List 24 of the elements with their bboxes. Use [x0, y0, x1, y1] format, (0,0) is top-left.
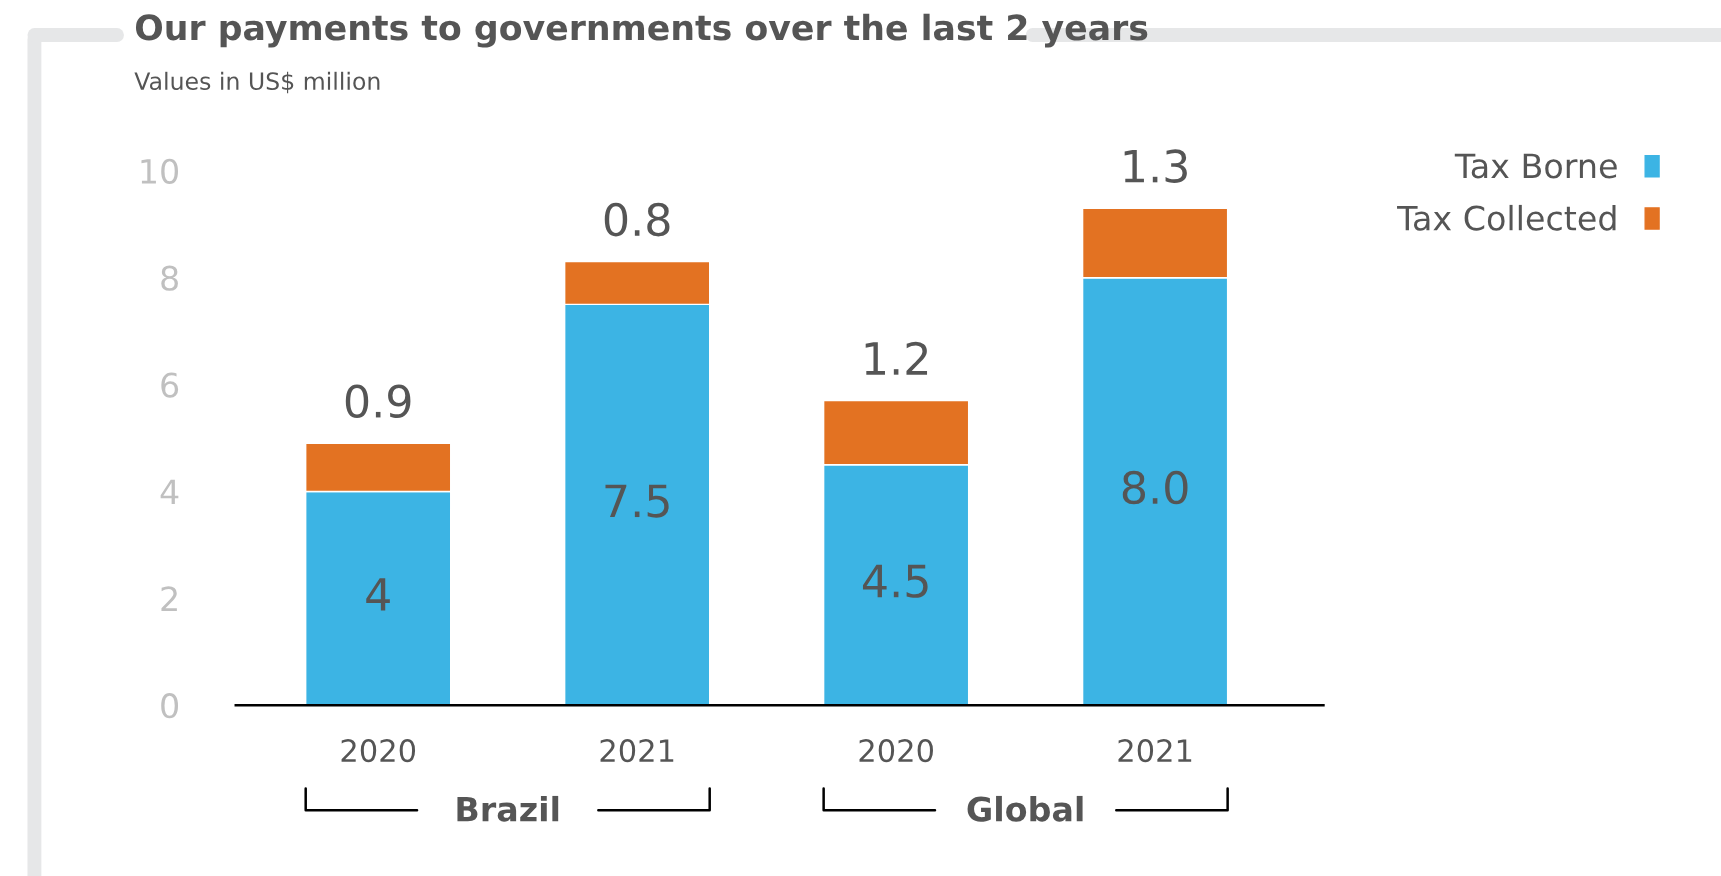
chart-title: Our payments to governments over the last 2 years [135, 13, 1148, 48]
legend-label: Tax Collected [1397, 204, 1616, 231]
x-tick-label: 2020 [341, 739, 416, 763]
data-label: 4 [366, 578, 390, 611]
data-label: 8.0 [1122, 470, 1188, 505]
x-tick-label: 2020 [859, 739, 933, 763]
y-tick-label: 6 [161, 372, 179, 398]
data-label: 0.9 [345, 384, 411, 419]
data-label: 7.5 [605, 484, 669, 518]
data-label: 1.3 [1124, 149, 1187, 183]
y-tick-label: 2 [161, 586, 177, 611]
chart-subtitle: Values in US$ million [134, 71, 380, 94]
data-label: 0.8 [604, 202, 670, 237]
y-tick-label: 10 [141, 158, 179, 184]
y-tick-label: 0 [161, 693, 179, 719]
x-tick-label: 2021 [1118, 739, 1192, 763]
y-tick-label: 8 [161, 265, 178, 291]
legend-label: Tax Borne [1454, 153, 1617, 179]
y-tick-label: 4 [160, 479, 179, 505]
text: Global [967, 795, 1083, 822]
x-tick-label: 2021 [600, 739, 674, 763]
data-label: 1.2 [865, 341, 928, 375]
data-label: 4.5 [862, 564, 928, 598]
text: Brazil [457, 795, 559, 822]
